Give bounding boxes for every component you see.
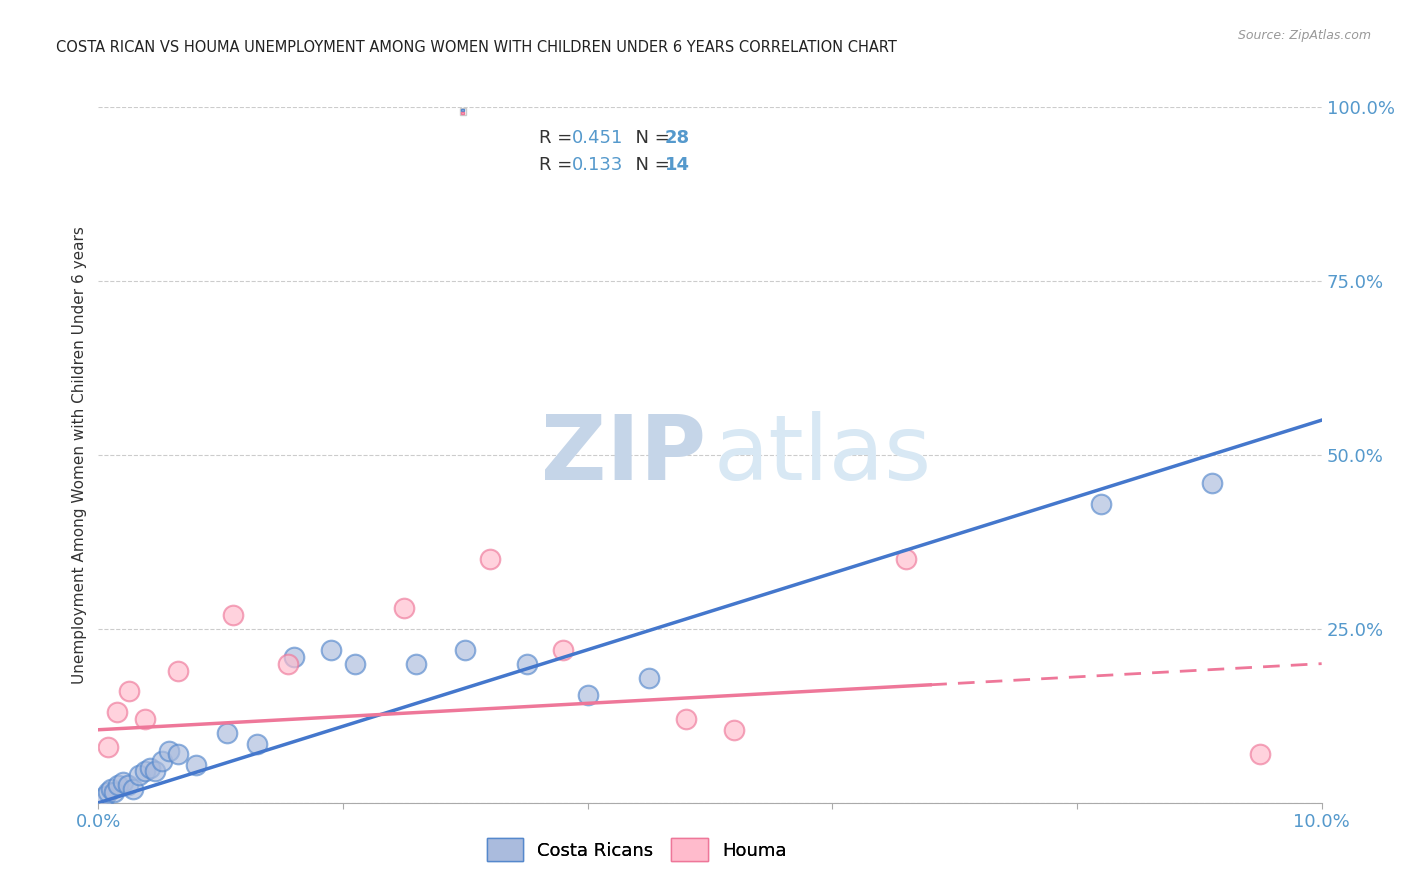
Point xyxy=(1201,475,1223,490)
Point xyxy=(246,737,269,751)
Point xyxy=(157,744,180,758)
Point xyxy=(143,764,166,779)
Y-axis label: Unemployment Among Women with Children Under 6 years: Unemployment Among Women with Children U… xyxy=(72,226,87,684)
Text: N =: N = xyxy=(624,156,676,174)
Point xyxy=(516,657,538,671)
Point xyxy=(222,607,245,622)
Legend: Costa Ricans, Houma: Costa Ricans, Houma xyxy=(478,829,796,871)
Point xyxy=(1090,497,1112,511)
Point xyxy=(93,789,115,803)
Point xyxy=(97,740,120,755)
Point xyxy=(576,688,599,702)
Point xyxy=(134,764,156,779)
Point xyxy=(117,778,139,792)
Point xyxy=(344,657,367,671)
Point xyxy=(283,649,305,664)
Point xyxy=(150,754,173,768)
Point xyxy=(128,768,150,782)
Text: atlas: atlas xyxy=(714,411,932,499)
Point xyxy=(111,775,134,789)
Point xyxy=(167,664,190,678)
Point xyxy=(894,552,917,566)
Text: R =: R = xyxy=(538,129,578,147)
Point xyxy=(105,706,128,720)
Text: Source: ZipAtlas.com: Source: ZipAtlas.com xyxy=(1237,29,1371,42)
Point xyxy=(121,781,143,796)
Point xyxy=(139,761,162,775)
Point xyxy=(553,642,575,657)
Point xyxy=(454,642,477,657)
Text: R =: R = xyxy=(538,156,578,174)
Text: 0.451: 0.451 xyxy=(572,129,623,147)
Point xyxy=(118,684,141,698)
Point xyxy=(215,726,238,740)
Point xyxy=(167,747,190,761)
Point xyxy=(319,642,342,657)
Point xyxy=(1250,747,1272,761)
Point xyxy=(638,671,661,685)
Text: ZIP: ZIP xyxy=(541,411,706,499)
Text: 28: 28 xyxy=(665,129,690,147)
Text: 14: 14 xyxy=(665,156,690,174)
Text: 0.133: 0.133 xyxy=(572,156,623,174)
Point xyxy=(277,657,299,671)
Text: COSTA RICAN VS HOUMA UNEMPLOYMENT AMONG WOMEN WITH CHILDREN UNDER 6 YEARS CORREL: COSTA RICAN VS HOUMA UNEMPLOYMENT AMONG … xyxy=(56,40,897,55)
Point xyxy=(103,785,125,799)
Point xyxy=(405,657,427,671)
Point xyxy=(186,757,208,772)
Point xyxy=(392,601,416,615)
Point xyxy=(97,785,120,799)
Point xyxy=(675,712,697,726)
Point xyxy=(723,723,745,737)
Text: N =: N = xyxy=(624,129,676,147)
Point xyxy=(478,552,501,566)
Point xyxy=(107,778,129,792)
Point xyxy=(100,781,122,796)
Point xyxy=(134,712,156,726)
